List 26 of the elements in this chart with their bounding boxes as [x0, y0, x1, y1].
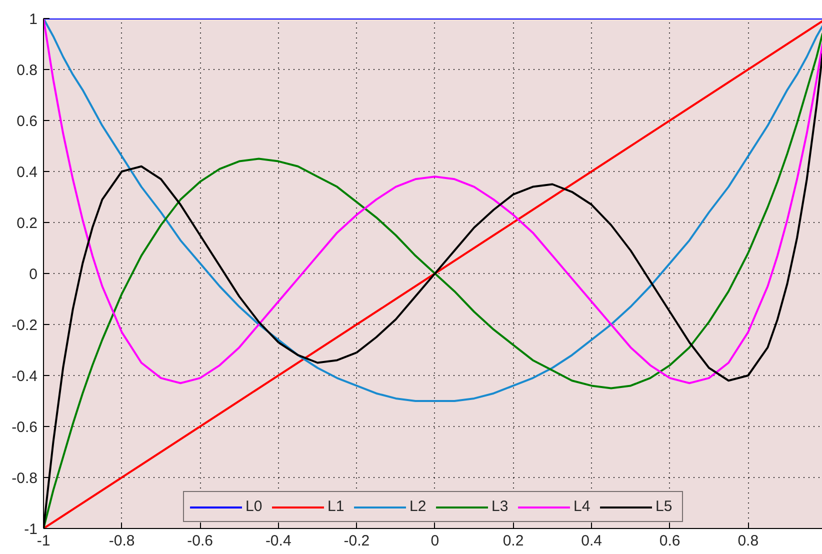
x-tick-label: 0.6 [659, 532, 680, 550]
legend-label: L3 [492, 498, 510, 515]
y-tick-label: -0.6 [12, 419, 38, 436]
y-tick-label: -0.2 [12, 317, 38, 334]
y-tick-label: -0.8 [12, 470, 38, 487]
y-tick-label: -0.4 [12, 368, 38, 385]
x-tick-label: 0.8 [738, 532, 759, 550]
x-tick-label: 0.2 [502, 532, 524, 550]
x-tick-label: -0.8 [108, 532, 135, 550]
y-tick-label: 1 [29, 11, 38, 28]
x-tick-label: -0.2 [344, 532, 370, 550]
legend-label: L4 [574, 498, 592, 515]
x-tick-label: -0.6 [187, 532, 214, 550]
x-tick-label: 0 [430, 532, 440, 550]
y-tick-label: 0.2 [16, 215, 38, 232]
legend-label: L1 [328, 498, 346, 515]
x-tick-label: -0.4 [265, 532, 292, 550]
legend-label: L2 [410, 498, 428, 515]
y-tick-label: 0.6 [16, 113, 38, 130]
x-tick-label: 0.4 [581, 532, 602, 550]
y-tick-label: 0 [29, 266, 38, 283]
legend-label: L5 [656, 498, 674, 515]
y-tick-label: 0.4 [16, 164, 38, 181]
y-tick-label: 0.8 [16, 62, 38, 79]
y-tick-label: -1 [24, 521, 38, 538]
legend-label: L0 [246, 498, 264, 515]
